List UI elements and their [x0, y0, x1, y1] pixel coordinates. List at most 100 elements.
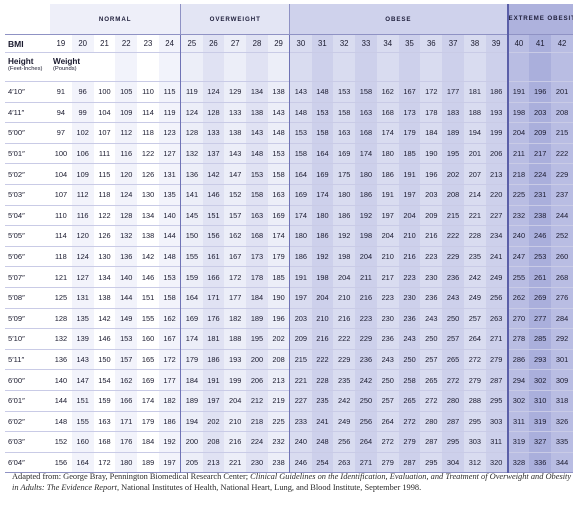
source-citation: Adapted from: George Bray, Pennington Bi…: [12, 472, 572, 493]
weight-value: 173: [246, 245, 268, 267]
weight-value: 260: [551, 245, 573, 267]
weight-value: 272: [420, 389, 443, 411]
weight-value: 287: [398, 451, 421, 473]
weight-value: 200: [246, 348, 268, 370]
weight-value: 189: [246, 307, 268, 329]
weight-value: 320: [485, 451, 508, 473]
weight-value: 216: [311, 328, 334, 350]
weight-value: 128: [50, 307, 72, 329]
weight-value: 148: [289, 101, 312, 123]
weight-value: 94: [50, 101, 72, 123]
weight-value: 162: [224, 225, 247, 247]
weight-value: 102: [71, 122, 94, 144]
weight-value: 145: [180, 204, 203, 226]
weight-value: 186: [158, 410, 181, 432]
weight-value: 114: [137, 101, 159, 123]
weight-value: 213: [202, 451, 225, 473]
weight-value: 192: [311, 245, 334, 267]
weight-value: 146: [202, 183, 225, 206]
weight-value: 242: [463, 266, 486, 288]
height-value: 5′02″: [5, 163, 50, 185]
weight-value: 204: [376, 225, 399, 247]
weight-value: 336: [529, 451, 552, 473]
weight-value: 134: [246, 81, 268, 103]
weight-value: 182: [158, 389, 181, 411]
header-blank-cell: [180, 52, 203, 82]
weight-value: 174: [289, 204, 312, 226]
weight-value: 128: [202, 101, 225, 123]
header-blank-cell: [376, 52, 399, 82]
weight-value: 311: [506, 410, 530, 432]
bmi-chart: NORMAL OVERWEIGHT OBESE EXTREME OBESITY …: [5, 4, 573, 492]
weight-value: 152: [224, 183, 247, 206]
weight-value: 136: [115, 245, 138, 267]
height-value: 4′10″: [5, 81, 50, 103]
weight-value: 194: [463, 122, 486, 144]
weight-value: 225: [267, 410, 290, 432]
weight-value: 166: [115, 389, 138, 411]
weight-value: 134: [93, 266, 116, 288]
weight-value: 174: [355, 142, 377, 164]
weight-value: 180: [115, 451, 138, 473]
source-suffix: , National Institutes of Health, Nationa…: [116, 482, 422, 492]
weight-value: 100: [50, 142, 72, 164]
weight-value: 132: [180, 142, 203, 164]
weight-value: 215: [442, 204, 464, 226]
weight-value: 176: [202, 307, 225, 329]
table-row: 6′03″ 152 160 168 176 184 192 200 208 216 224 232 24…: [5, 431, 573, 453]
weight-value: 279: [463, 369, 486, 391]
weight-value: 106: [71, 142, 94, 164]
weight-value: 153: [267, 142, 290, 164]
weight-value: 162: [376, 81, 399, 103]
weight-value: 121: [50, 266, 72, 288]
weight-value: 194: [180, 410, 203, 432]
weight-value: 158: [355, 81, 377, 103]
weight-value: 279: [376, 451, 399, 473]
weight-value: 263: [333, 451, 356, 473]
weight-value: 218: [246, 410, 268, 432]
weight-value: 184: [180, 369, 203, 391]
height-value: 6′03″: [5, 431, 50, 453]
weight-value: 154: [93, 369, 116, 391]
height-value: 5′10″: [5, 328, 50, 350]
weight-value: 163: [246, 204, 268, 226]
weight-value: 293: [529, 348, 552, 370]
weight-value: 160: [71, 431, 94, 453]
height-value: 5′00″: [5, 122, 50, 144]
weight-value: 104: [93, 101, 116, 123]
weight-value: 185: [267, 266, 290, 288]
weight-value: 148: [311, 81, 334, 103]
weight-value: 124: [115, 183, 138, 206]
weight-value: 104: [50, 163, 72, 185]
weight-value: 191: [202, 369, 225, 391]
header-blank-cell: [137, 52, 159, 82]
weight-value: 156: [202, 225, 225, 247]
weight-value: 328: [506, 451, 530, 473]
weight-value: 272: [442, 369, 464, 391]
bmi-value: 37: [442, 34, 464, 53]
bmi-value: 27: [224, 34, 247, 53]
weight-value: 228: [311, 369, 334, 391]
category-overweight: OVERWEIGHT: [180, 4, 291, 35]
weight-header-title: Weight: [53, 57, 81, 66]
bmi-value: 42: [551, 34, 573, 53]
weight-value: 256: [355, 410, 377, 432]
weight-value: 230: [376, 307, 399, 329]
weight-value: 286: [506, 348, 530, 370]
weight-value: 211: [506, 142, 530, 164]
weight-value: 199: [485, 122, 508, 144]
weight-value: 158: [246, 183, 268, 206]
bmi-value: 35: [398, 34, 421, 53]
weight-value: 295: [485, 389, 508, 411]
weight-value: 220: [485, 183, 508, 206]
weight-value: 157: [224, 204, 247, 226]
weight-value: 140: [50, 369, 72, 391]
weight-value: 120: [115, 163, 138, 185]
weight-value: 287: [420, 431, 443, 453]
weight-value: 153: [115, 328, 138, 350]
weight-value: 162: [115, 369, 138, 391]
weight-value: 241: [311, 410, 334, 432]
weight-value: 232: [506, 204, 530, 226]
weight-value: 209: [529, 122, 552, 144]
bmi-value: 28: [246, 34, 268, 53]
